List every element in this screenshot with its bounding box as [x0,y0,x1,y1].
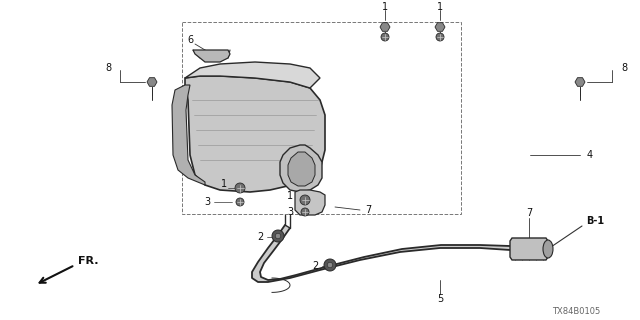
Polygon shape [288,152,315,186]
Circle shape [300,195,310,205]
Polygon shape [380,23,390,31]
Text: 6: 6 [187,35,193,45]
Circle shape [275,233,281,239]
Text: 8: 8 [105,63,111,73]
Circle shape [327,262,333,268]
Circle shape [301,208,309,216]
Circle shape [272,230,284,242]
Circle shape [381,33,389,41]
Text: 1: 1 [437,2,443,12]
Text: 1: 1 [382,2,388,12]
Polygon shape [193,50,230,62]
Text: 1: 1 [287,191,293,201]
Circle shape [324,259,336,271]
Polygon shape [280,145,322,192]
Text: 2: 2 [312,261,318,271]
Polygon shape [172,85,205,185]
Ellipse shape [543,240,553,258]
Text: 7: 7 [365,205,371,215]
Text: FR.: FR. [77,256,99,266]
Text: 4: 4 [587,150,593,160]
Polygon shape [147,78,157,86]
Polygon shape [185,76,325,192]
Text: 5: 5 [437,294,443,304]
Bar [182,22,461,214]
Polygon shape [295,190,325,215]
Text: 8: 8 [621,63,627,73]
Text: 2: 2 [257,232,263,242]
Polygon shape [435,23,445,31]
Circle shape [235,183,245,193]
Text: TX84B0105: TX84B0105 [552,308,600,316]
Text: 3: 3 [204,197,210,207]
Circle shape [436,33,444,41]
Polygon shape [185,62,320,88]
Text: 7: 7 [526,208,532,218]
Text: 3: 3 [287,207,293,217]
Polygon shape [510,238,548,260]
Polygon shape [575,78,585,86]
Text: 1: 1 [221,179,227,189]
Circle shape [236,198,244,206]
Text: B-1: B-1 [586,216,604,226]
Polygon shape [252,225,510,282]
